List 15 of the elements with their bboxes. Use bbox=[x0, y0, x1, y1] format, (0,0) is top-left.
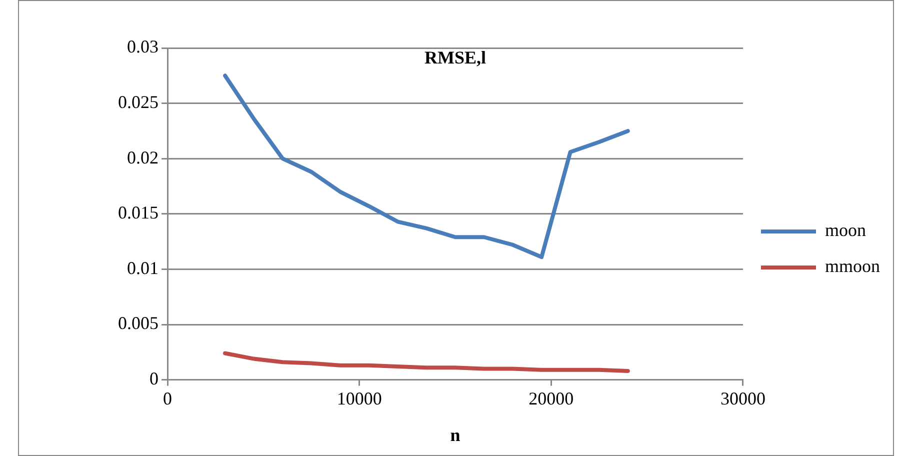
x-tick-label: 0 bbox=[163, 388, 172, 408]
y-tick-label: 0.02 bbox=[127, 147, 158, 168]
y-tick-label: 0.01 bbox=[127, 258, 158, 278]
legend-label: moon bbox=[825, 220, 866, 240]
chart-title: RMSE,l bbox=[424, 48, 486, 68]
legend-label: mmoon bbox=[825, 256, 880, 276]
y-tick-label: 0 bbox=[150, 368, 158, 389]
x-axis-title: n bbox=[450, 424, 460, 445]
x-tick-label: 30000 bbox=[720, 388, 766, 408]
x-tick-label: 20000 bbox=[528, 388, 574, 408]
y-tick-label: 0.015 bbox=[118, 202, 158, 223]
y-tick-label: 0.025 bbox=[118, 92, 158, 112]
y-tick-label: 0.005 bbox=[118, 313, 158, 334]
y-tick-label: 0.03 bbox=[127, 36, 158, 57]
x-tick-label: 10000 bbox=[336, 388, 382, 408]
